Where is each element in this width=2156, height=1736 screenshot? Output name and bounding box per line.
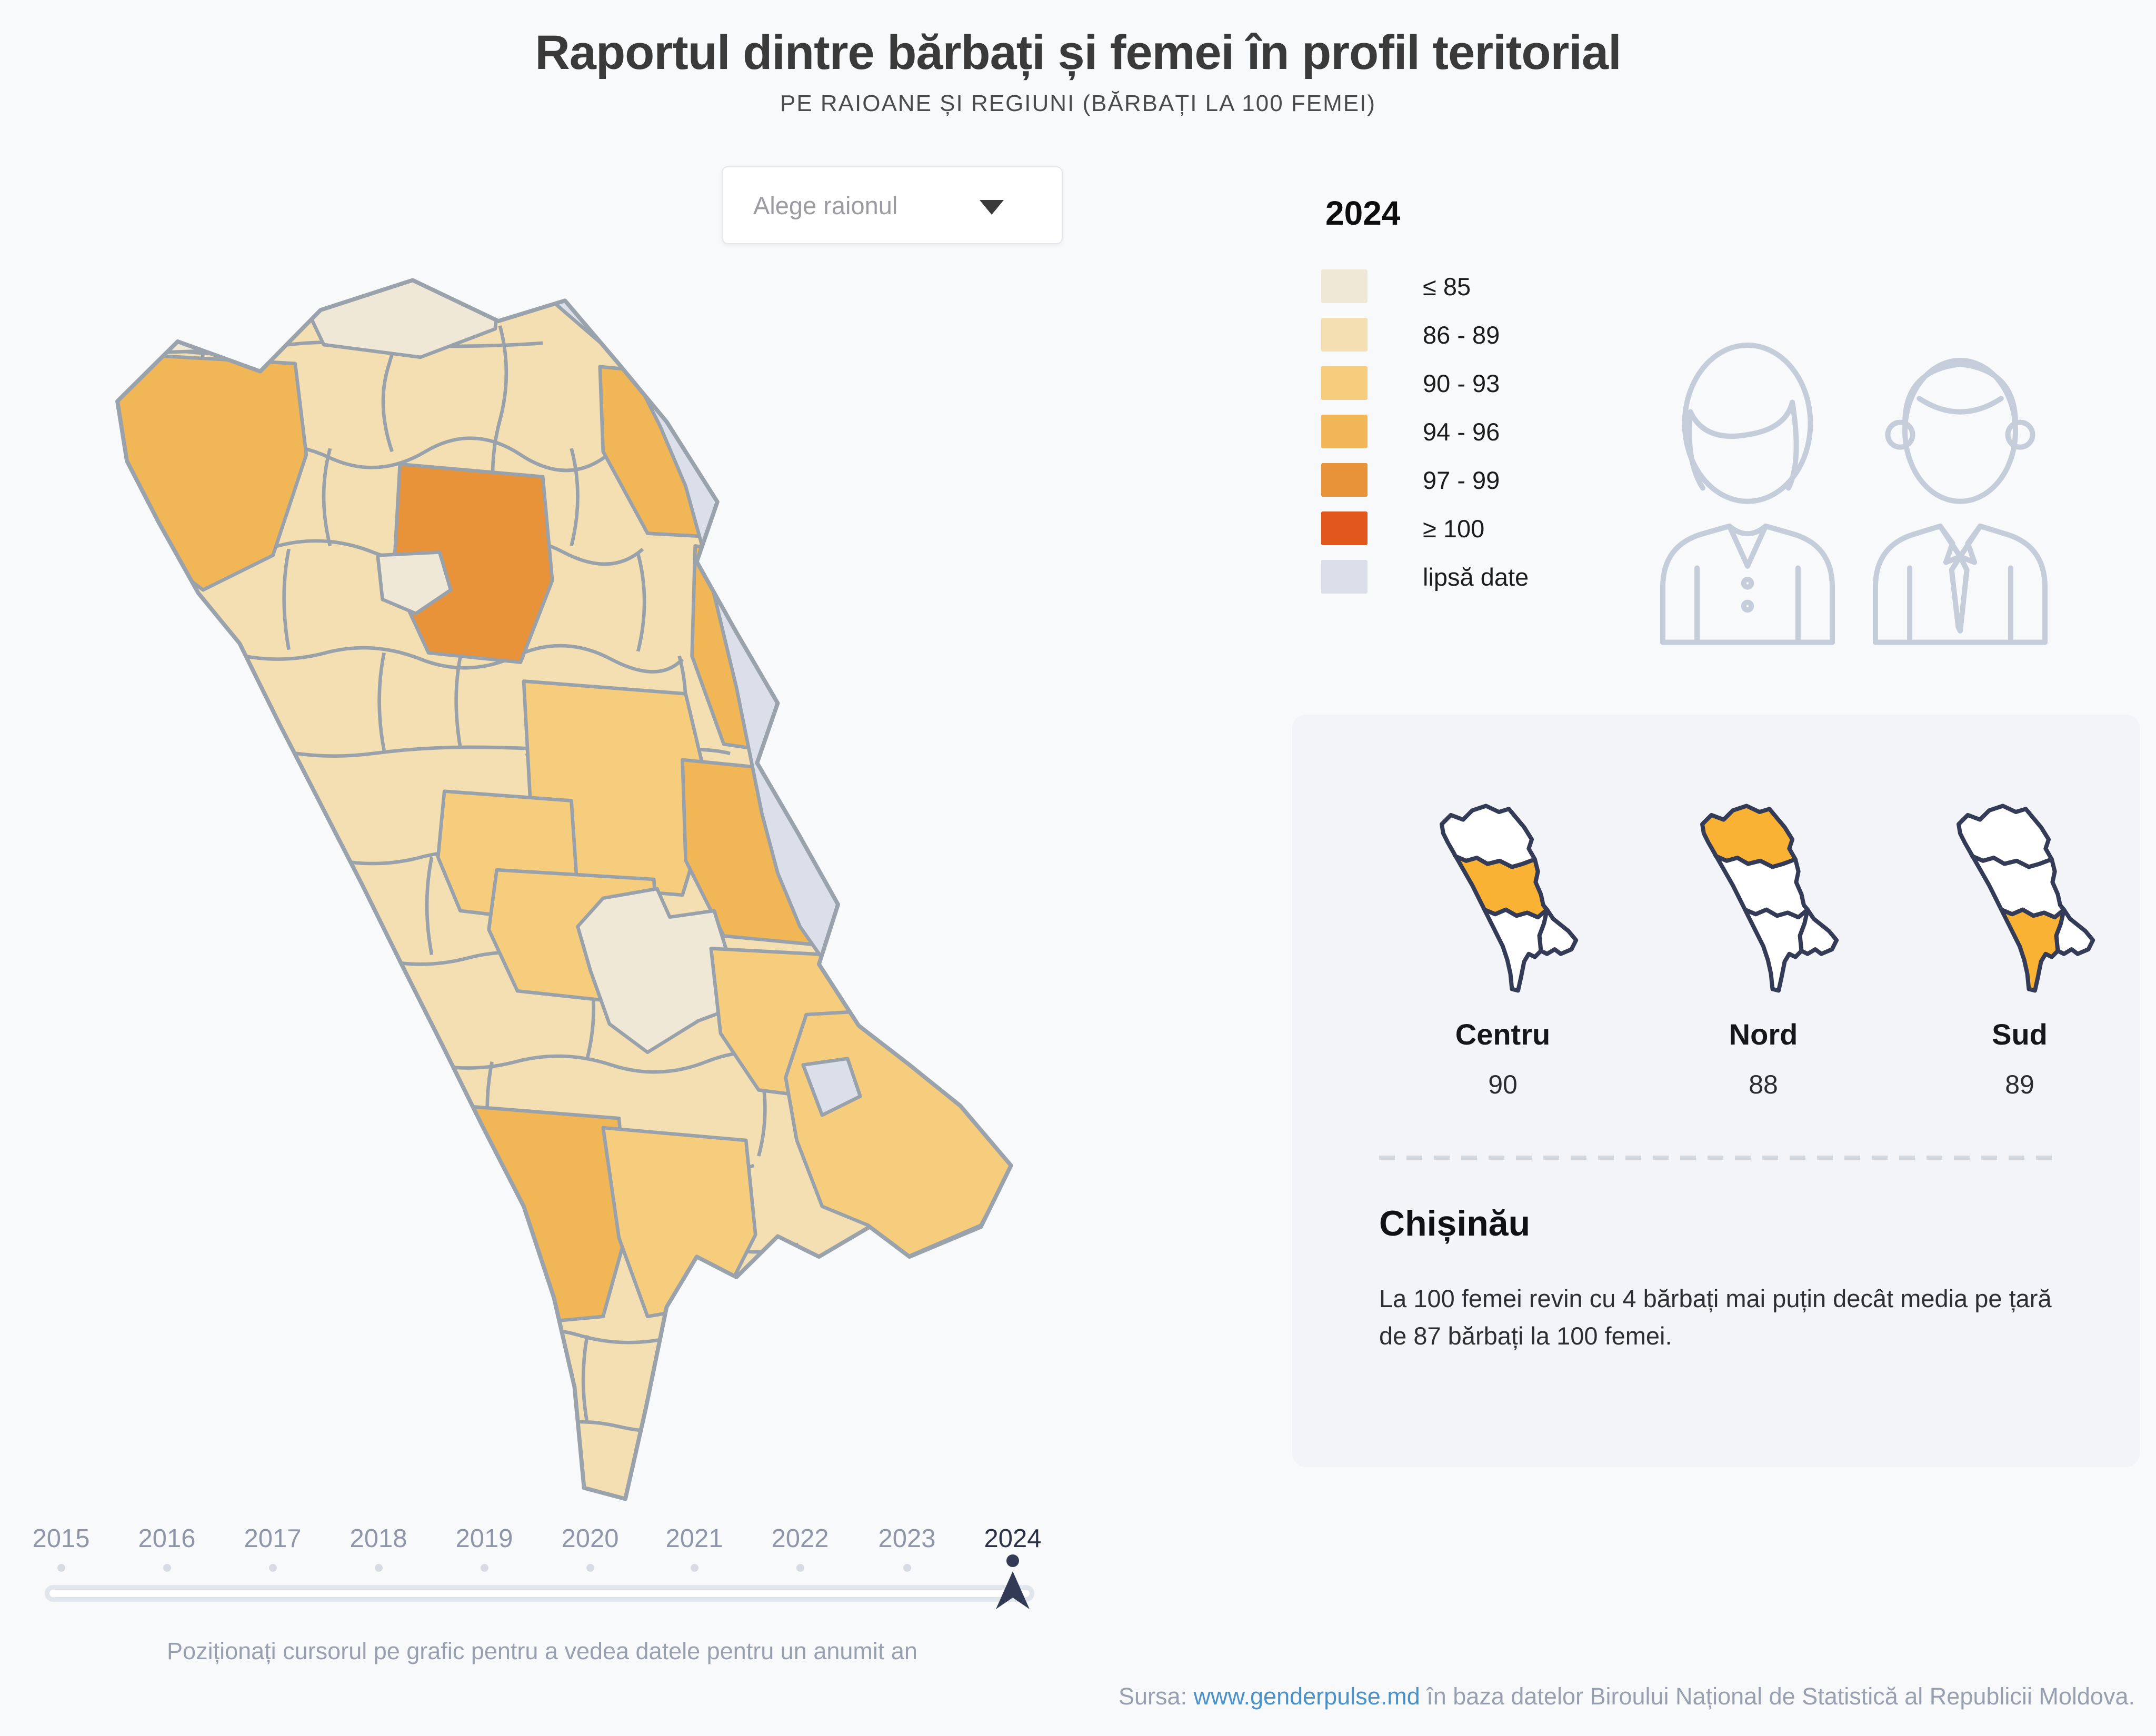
regions-summary-card: Centru 90 Nord 88 Sud 89 Chișinău	[1292, 715, 2140, 1467]
timeline-dot[interactable]	[163, 1564, 171, 1572]
legend-swatch	[1321, 318, 1368, 352]
timeline-dot[interactable]	[269, 1564, 277, 1572]
district-select[interactable]: Alege raionul	[722, 166, 1063, 244]
legend: ≤ 85 86 - 89 90 - 93 94 - 96 97 - 99 ≥ 1…	[1321, 262, 1529, 601]
region-name: Centru	[1455, 1018, 1551, 1051]
legend-item: lipsă date	[1321, 553, 1529, 601]
source-link[interactable]: www.genderpulse.md	[1193, 1683, 1420, 1710]
centru-minimap-icon	[1440, 804, 1579, 993]
timeline-dot[interactable]	[586, 1564, 594, 1572]
timeline-year-2020[interactable]: 2020	[561, 1524, 619, 1553]
legend-swatch	[1321, 269, 1368, 303]
region-nord[interactable]: Nord 88	[1653, 794, 1874, 1100]
timeline-cursor-icon[interactable]	[992, 1553, 1034, 1612]
legend-swatch	[1321, 415, 1368, 448]
timeline-year-2018[interactable]: 2018	[350, 1524, 407, 1553]
district-select-placeholder: Alege raionul	[753, 191, 898, 219]
map-no-data-region[interactable]	[801, 1057, 862, 1117]
moldova-choropleth-map[interactable]	[16, 200, 1032, 1552]
timeline-slider-track[interactable]	[45, 1585, 1034, 1602]
dashed-divider	[1379, 1156, 2063, 1160]
timeline-year-2019[interactable]: 2019	[455, 1524, 513, 1553]
chisinau-title: Chișinău	[1379, 1203, 1531, 1243]
timeline-year-2021[interactable]: 2021	[665, 1524, 723, 1553]
map-district[interactable]	[28, 200, 259, 356]
region-value: 89	[2005, 1070, 2034, 1099]
woman-icon	[1660, 343, 1835, 645]
timeline-dot[interactable]	[375, 1564, 383, 1572]
timeline-year-2015[interactable]: 2015	[32, 1524, 90, 1553]
timeline-dot[interactable]	[57, 1564, 65, 1572]
chisinau-note: La 100 femei revin cu 4 bărbați mai puți…	[1379, 1285, 2052, 1350]
timeline-year-2017[interactable]: 2017	[244, 1524, 302, 1553]
timeline-year-2016[interactable]: 2016	[138, 1524, 196, 1553]
legend-swatch	[1321, 366, 1368, 400]
source-line: Sursa: www.genderpulse.md în baza datelo…	[1119, 1683, 2135, 1710]
region-centru[interactable]: Centru 90	[1392, 794, 1613, 1100]
region-value: 90	[1488, 1070, 1518, 1099]
map-district[interactable]	[677, 1299, 780, 1388]
legend-year: 2024	[1325, 194, 1401, 232]
timeline-dot[interactable]	[691, 1564, 698, 1572]
legend-swatch	[1321, 463, 1368, 497]
legend-swatch	[1321, 560, 1368, 594]
man-woman-illustration	[1648, 322, 2060, 648]
timeline-year-2022[interactable]: 2022	[771, 1524, 829, 1553]
timeline-dot[interactable]	[903, 1564, 911, 1572]
nord-minimap-icon	[1700, 804, 1839, 993]
timeline-year-2023[interactable]: 2023	[878, 1524, 936, 1553]
man-icon	[1872, 357, 2048, 645]
region-name: Sud	[1992, 1018, 2048, 1051]
legend-item: 94 - 96	[1321, 407, 1529, 456]
page-title: Raportul dintre bărbați și femei în prof…	[535, 26, 1621, 79]
legend-item: ≥ 100	[1321, 504, 1529, 553]
source-prefix: Sursa:	[1118, 1683, 1194, 1710]
sud-minimap-icon	[1957, 804, 2095, 993]
chevron-down-icon	[980, 200, 1004, 215]
source-suffix: în baza datelor Biroului Național de Sta…	[1420, 1683, 2135, 1710]
map-district[interactable]	[452, 1104, 631, 1324]
region-value: 88	[1749, 1070, 1778, 1099]
map-district[interactable]	[376, 550, 453, 616]
timeline-dot[interactable]	[481, 1564, 488, 1572]
timeline-year-2024[interactable]: 2024	[984, 1524, 1042, 1553]
region-sud[interactable]: Sud 89	[1909, 794, 2130, 1100]
legend-item: 90 - 93	[1321, 359, 1529, 407]
timeline-hint: Poziționați cursorul pe grafic pentru a …	[167, 1638, 917, 1664]
region-name: Nord	[1729, 1018, 1798, 1051]
page-subtitle: PE RAIOANE ȘI REGIUNI (BĂRBAȚI LA 100 FE…	[780, 91, 1376, 116]
map-district[interactable]	[70, 349, 308, 592]
legend-item: 97 - 99	[1321, 456, 1529, 504]
timeline-dot[interactable]	[796, 1564, 804, 1572]
legend-item: 86 - 89	[1321, 310, 1529, 359]
legend-item: ≤ 85	[1321, 262, 1529, 310]
legend-swatch	[1321, 511, 1368, 545]
